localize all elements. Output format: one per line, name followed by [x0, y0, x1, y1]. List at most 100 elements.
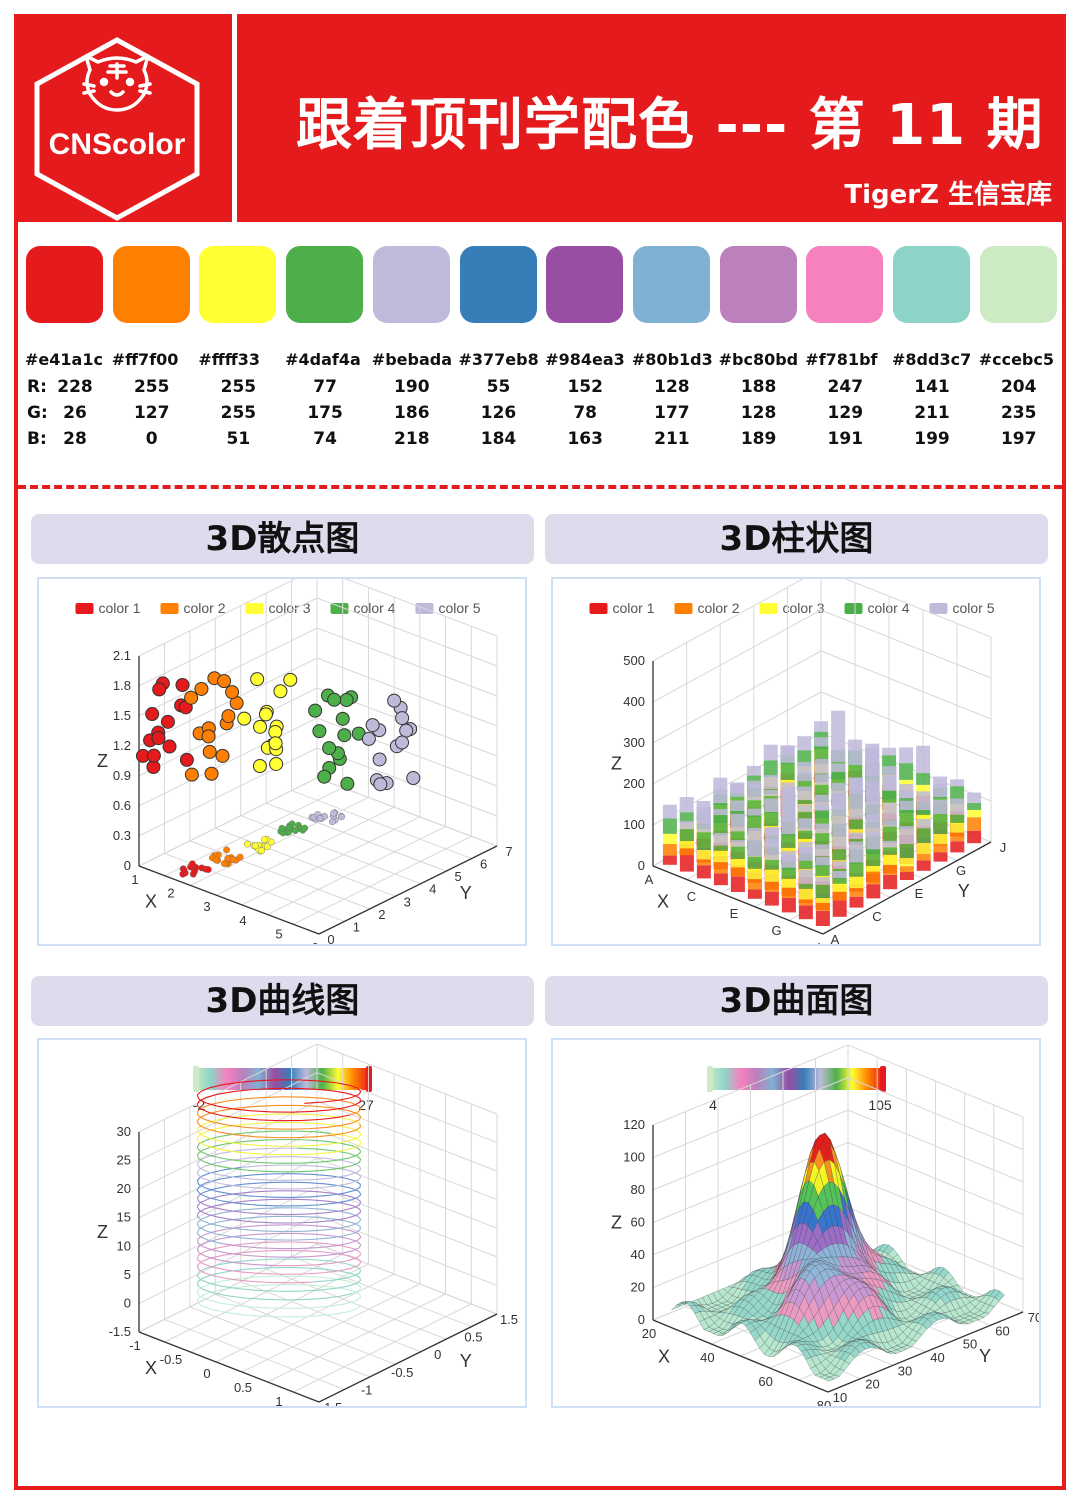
- helix-segment: [250, 1110, 272, 1113]
- helix-segment: [197, 1173, 203, 1179]
- helix-segment: [340, 1270, 353, 1275]
- helix-segment: [200, 1129, 211, 1135]
- page-subtitle: TigerZ 生信宝库: [844, 180, 1052, 210]
- y-tick-label: J: [1000, 840, 1007, 855]
- gridline: [138, 747, 318, 837]
- helix-segment: [224, 1269, 243, 1273]
- bar-segment: [781, 878, 796, 888]
- color-swatch: [632, 246, 710, 323]
- y-tick-label: 30: [898, 1363, 912, 1378]
- bar-segment: [831, 763, 846, 772]
- z-tick-label: 500: [623, 653, 645, 668]
- bar-segment: [916, 842, 931, 855]
- gridline: [652, 568, 822, 662]
- helix-segment: [234, 1304, 254, 1308]
- helix-segment: [224, 1226, 243, 1230]
- helix-segment: [294, 1307, 315, 1309]
- helix-segment: [209, 1084, 224, 1089]
- helix-segment: [289, 1198, 310, 1201]
- helix-segment: [196, 1137, 200, 1142]
- helix-segment: [200, 1193, 210, 1199]
- rgb-row-label: B:: [27, 429, 47, 449]
- helix-segment: [197, 1234, 204, 1240]
- colorbar: -2 27: [193, 1066, 374, 1113]
- helix-segment: [244, 1224, 265, 1228]
- helix-segment: [248, 1199, 269, 1202]
- bar-segment: [916, 810, 931, 815]
- helix-segment: [257, 1289, 279, 1292]
- helix-segment: [339, 1142, 352, 1147]
- helix-segment: [356, 1112, 362, 1117]
- helix-segment: [321, 1251, 338, 1255]
- legend-swatch: [844, 603, 863, 614]
- z-tick-label: 40: [631, 1247, 645, 1262]
- helix-segment: [221, 1285, 239, 1290]
- helix-segment: [249, 1280, 270, 1284]
- helix-segment: [325, 1295, 341, 1299]
- helix-segment: [345, 1263, 356, 1267]
- helix-segment: [232, 1150, 251, 1154]
- helix-segment: [312, 1109, 330, 1113]
- helix-segment: [204, 1162, 216, 1167]
- helix-segment: [203, 1203, 214, 1209]
- bar-segment: [950, 832, 965, 842]
- color-swatch: [719, 246, 797, 323]
- color-b-value: 189: [740, 429, 777, 449]
- helix-segment: [196, 1206, 200, 1211]
- helix-segment: [204, 1187, 217, 1192]
- helix-segment: [307, 1254, 326, 1258]
- helix-segment: [237, 1233, 257, 1237]
- helix-segment: [335, 1157, 350, 1161]
- gridline: [820, 691, 992, 761]
- bar-segment: [899, 809, 914, 829]
- helix-segment: [357, 1258, 362, 1263]
- helix-segment: [305, 1139, 325, 1142]
- helix-segment: [293, 1087, 313, 1090]
- helix-segment: [332, 1175, 347, 1179]
- helix-segment: [203, 1118, 215, 1123]
- bar-segment: [679, 797, 694, 813]
- x-axis-title: X: [145, 892, 157, 912]
- bar-segment: [849, 876, 864, 889]
- color-hex: #ff7f00: [111, 350, 179, 369]
- bar-segment: [764, 789, 779, 797]
- x-tick-label: 1: [275, 1394, 282, 1406]
- helix-segment: [322, 1185, 339, 1189]
- bar-segment: [679, 848, 694, 856]
- color-b-value: 74: [313, 429, 337, 449]
- bar-segment: [662, 804, 677, 819]
- z-axis-title: Z: [97, 751, 108, 771]
- helix-segment: [317, 1191, 335, 1194]
- y-tick-label: 60: [995, 1323, 1009, 1338]
- helix-segment: [227, 1295, 246, 1299]
- helix-segment: [336, 1114, 350, 1119]
- bar-segment: [781, 867, 796, 879]
- bar-segment: [950, 814, 965, 823]
- x-tick-label: 4: [239, 913, 246, 928]
- scatter-shadow: [263, 843, 271, 851]
- helix-segment: [196, 1245, 201, 1250]
- color-r-value: 228: [57, 377, 93, 397]
- chart-scatter: color 1 color 2 color 3 color 4 color 5 0 0.3 0…: [37, 567, 527, 955]
- gridline: [293, 1303, 472, 1393]
- helix-segment: [213, 1164, 229, 1169]
- tiger-icon: [82, 54, 152, 112]
- x-tick-label: -1: [129, 1338, 141, 1353]
- scatter-shadow: [244, 840, 251, 848]
- helix-segment: [199, 1295, 207, 1300]
- bar-segment: [967, 809, 982, 818]
- colorbar-handle-max: [880, 1066, 886, 1092]
- helix-segment: [349, 1170, 359, 1175]
- helix-segment: [350, 1179, 359, 1184]
- scatter-shadow: [191, 867, 198, 875]
- helix-segment: [199, 1210, 208, 1215]
- helix-segment: [349, 1084, 358, 1089]
- helix-segment: [302, 1207, 322, 1210]
- scatter-point: [250, 672, 265, 687]
- color-b-value: 218: [394, 429, 430, 449]
- helix-segment: [201, 1214, 211, 1220]
- legend-label: color 3: [783, 600, 825, 616]
- helix-segment: [357, 1130, 362, 1135]
- helix-segment: [356, 1194, 362, 1199]
- helix-segment: [321, 1313, 339, 1317]
